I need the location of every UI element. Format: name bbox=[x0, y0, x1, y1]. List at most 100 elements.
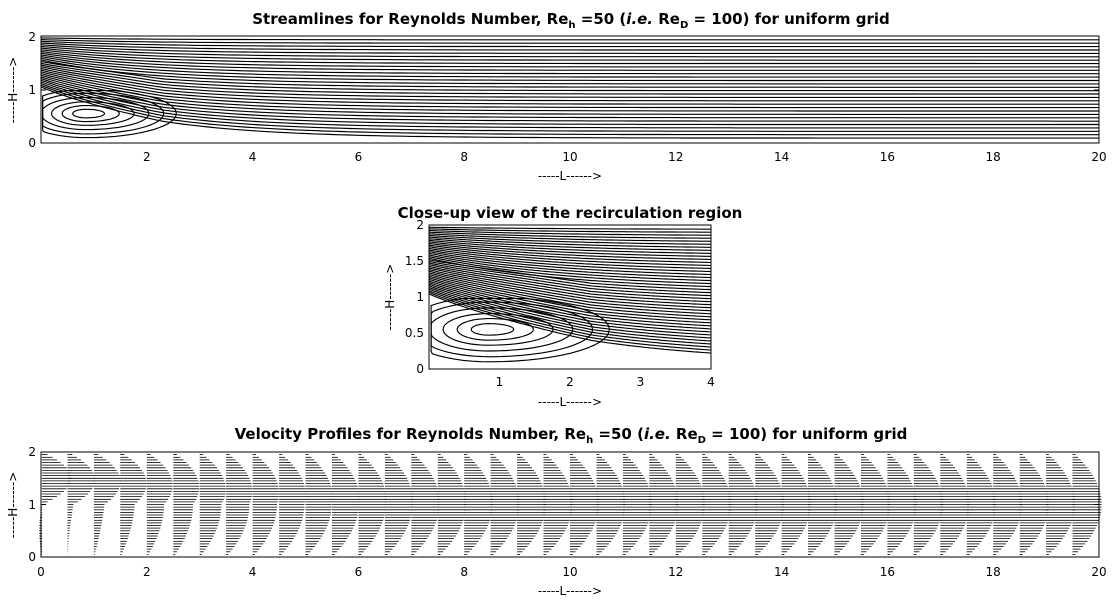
velocity-axes-frame bbox=[40, 451, 1100, 558]
streamline bbox=[40, 83, 1099, 132]
y-tick-label: 1 bbox=[28, 83, 36, 97]
velocity-profiles bbox=[39, 454, 1102, 555]
streamline bbox=[429, 260, 711, 294]
x-tick-label: 10 bbox=[562, 150, 577, 164]
streamline bbox=[40, 81, 1099, 129]
streamline bbox=[429, 242, 711, 260]
streamline bbox=[429, 246, 711, 266]
streamline bbox=[40, 42, 1099, 51]
y-tick-label: 1.5 bbox=[405, 254, 424, 268]
recirculation-loop bbox=[42, 90, 177, 139]
recirculation-loop bbox=[72, 108, 106, 119]
x-tick-label: 12 bbox=[668, 150, 683, 164]
y-tick-label: 2 bbox=[28, 30, 36, 44]
closeup-axes-frame bbox=[428, 224, 712, 370]
x-tick-label: 2 bbox=[566, 375, 574, 389]
closeup-panel: Close-up view of the recirculation regio… bbox=[383, 204, 742, 409]
streamline bbox=[429, 247, 711, 270]
x-tick-label: 20 bbox=[1091, 150, 1106, 164]
streamline bbox=[429, 277, 711, 324]
y-tick-label: 1 bbox=[28, 498, 36, 512]
x-tick-label: 16 bbox=[880, 150, 895, 164]
x-tick-label: 8 bbox=[460, 565, 468, 579]
streamline bbox=[429, 244, 711, 263]
closeup-x-axis-label: -----L------> bbox=[538, 395, 602, 409]
recirculation-loop bbox=[61, 105, 120, 123]
streamline bbox=[429, 285, 711, 339]
recirculation-loop bbox=[51, 101, 135, 126]
x-tick-label: 8 bbox=[460, 150, 468, 164]
recirculation-loop bbox=[470, 323, 515, 336]
streamline bbox=[40, 45, 1099, 58]
streamline bbox=[429, 241, 711, 257]
x-tick-label: 4 bbox=[707, 375, 715, 389]
streamline bbox=[429, 282, 711, 333]
x-tick-label: 18 bbox=[986, 565, 1001, 579]
streamlines-closeup bbox=[429, 226, 711, 363]
streamline bbox=[429, 269, 711, 309]
streamline bbox=[429, 226, 711, 230]
streamline bbox=[40, 50, 1099, 68]
streamline bbox=[40, 78, 1099, 122]
closeup-y-ticks: 0 0.5 1 1.5 2 bbox=[405, 218, 424, 376]
x-tick-label: 14 bbox=[774, 565, 789, 579]
velocity-title: Velocity Profiles for Reynolds Number, R… bbox=[235, 425, 908, 446]
streamlines-main bbox=[40, 37, 1099, 139]
y-tick-label: 2 bbox=[416, 218, 424, 232]
streamline bbox=[429, 249, 711, 273]
x-tick-label: 2 bbox=[143, 150, 151, 164]
streamline bbox=[40, 37, 1099, 41]
streamline bbox=[40, 54, 1099, 75]
x-tick-label: 4 bbox=[249, 150, 257, 164]
streamlines-x-axis-label: -----L------> bbox=[538, 169, 602, 183]
x-tick-label: 6 bbox=[355, 150, 363, 164]
velocity-y-ticks: 0 1 2 bbox=[28, 445, 36, 564]
streamline bbox=[40, 74, 1099, 115]
streamline bbox=[40, 39, 1099, 44]
streamline bbox=[429, 256, 711, 285]
streamline bbox=[40, 62, 1099, 92]
streamline bbox=[40, 47, 1099, 61]
streamline bbox=[40, 59, 1099, 85]
y-tick-label: 0 bbox=[28, 136, 36, 150]
streamline bbox=[40, 57, 1099, 82]
streamline bbox=[429, 288, 711, 345]
x-tick-label: 12 bbox=[668, 565, 683, 579]
streamline bbox=[429, 272, 711, 315]
recirculation-loop bbox=[442, 313, 554, 346]
streamline bbox=[429, 228, 711, 233]
streamlines-y-ticks: 0 1 2 bbox=[28, 30, 36, 150]
x-tick-label: 14 bbox=[774, 150, 789, 164]
streamline bbox=[40, 61, 1099, 88]
streamline bbox=[429, 270, 711, 312]
streamline bbox=[40, 86, 1099, 139]
streamline bbox=[429, 280, 711, 330]
closeup-title: Close-up view of the recirculation regio… bbox=[398, 204, 743, 222]
streamline bbox=[40, 49, 1099, 65]
recirculation-loop bbox=[430, 297, 610, 363]
recirculation-loop bbox=[430, 307, 574, 352]
streamline bbox=[429, 267, 711, 306]
x-tick-label: 6 bbox=[355, 565, 363, 579]
streamline bbox=[429, 254, 711, 282]
streamlines-axes-frame bbox=[40, 35, 1100, 144]
streamline bbox=[40, 52, 1099, 71]
streamlines-x-ticks: 2 4 6 8 10 12 14 16 18 20 bbox=[143, 150, 1107, 164]
streamline bbox=[429, 229, 711, 236]
streamline bbox=[429, 290, 711, 348]
x-tick-label: 4 bbox=[249, 565, 257, 579]
streamline bbox=[429, 264, 711, 300]
x-tick-label: 18 bbox=[986, 150, 1001, 164]
velocity-y-axis-label: -----H------> bbox=[6, 472, 20, 539]
y-tick-label: 0 bbox=[28, 550, 36, 564]
streamline bbox=[429, 238, 711, 251]
streamline bbox=[429, 236, 711, 248]
velocity-panel: Velocity Profiles for Reynolds Number, R… bbox=[6, 425, 1107, 598]
recirculation-loop bbox=[456, 318, 534, 341]
streamline bbox=[429, 257, 711, 288]
streamline bbox=[429, 239, 711, 254]
streamline bbox=[429, 262, 711, 297]
x-tick-label: 20 bbox=[1091, 565, 1106, 579]
streamline bbox=[429, 231, 711, 239]
